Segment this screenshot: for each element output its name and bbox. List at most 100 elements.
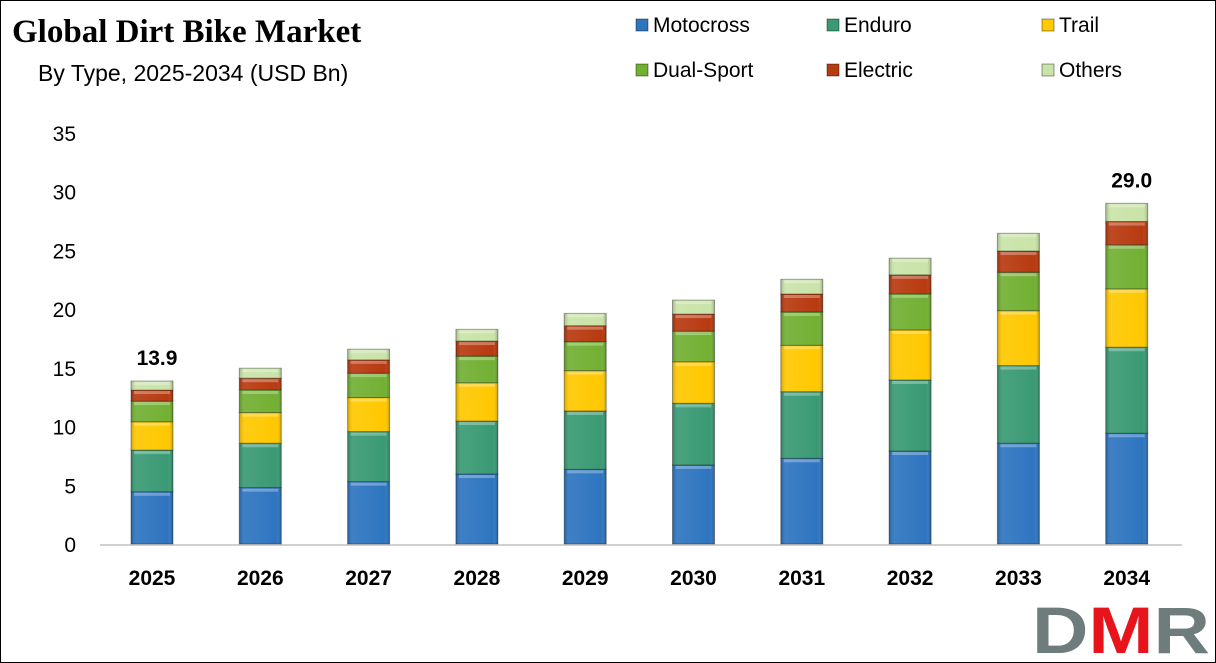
- bar-segment-shading: [889, 450, 932, 544]
- bar-stack-2025: [130, 380, 174, 545]
- x-tick-label: 2026: [237, 567, 284, 590]
- bar-segment-shading: [239, 378, 282, 390]
- bar-segment-shading: [889, 293, 932, 330]
- bar-segment-shading: [131, 390, 173, 402]
- x-tick-label: 2030: [670, 567, 717, 590]
- bar-segment-shading: [239, 443, 282, 488]
- bar-segment-highlight: [567, 411, 604, 415]
- bar-segment-shading: [997, 310, 1040, 366]
- bar-segment-shading: [1105, 433, 1148, 544]
- legend-label: Trail: [1059, 14, 1099, 37]
- y-tick-label: 0: [64, 534, 76, 557]
- legend-item-others: Others: [1041, 59, 1122, 82]
- y-tick-label: 20: [53, 299, 76, 322]
- bar-segment-shading: [131, 491, 173, 544]
- bar-segment-highlight: [458, 330, 495, 334]
- legend-item-trail: Trail: [1041, 14, 1099, 37]
- bar-segment-shading: [455, 421, 498, 475]
- bar-segment-shading: [889, 274, 932, 294]
- bar-segment-shading: [131, 450, 173, 492]
- bar-segment-highlight: [783, 312, 820, 316]
- x-tick-label: 2034: [1103, 567, 1150, 590]
- bar-segment-shading: [889, 379, 932, 451]
- bar-segment-shading: [672, 300, 715, 315]
- bar-segment-highlight: [134, 422, 170, 426]
- bar-segment-highlight: [892, 294, 929, 298]
- bar-stack-2026: [238, 367, 282, 545]
- legend-swatch: [635, 63, 649, 77]
- bar-segment-highlight: [783, 392, 820, 396]
- bar-segment-highlight: [783, 346, 820, 350]
- bar-stack-2033: [996, 232, 1040, 545]
- bar-segment-highlight: [675, 465, 712, 469]
- bar-segment-shading: [997, 251, 1040, 273]
- bar-segment-shading: [239, 412, 282, 444]
- bar-segment-highlight: [1000, 311, 1037, 315]
- bar-segment-shading: [239, 389, 282, 413]
- y-tick-label: 30: [53, 182, 76, 205]
- bar-segment-highlight: [242, 390, 279, 394]
- bar-segment-highlight: [567, 371, 604, 375]
- x-tick-label: 2029: [562, 567, 609, 590]
- bar-segment-highlight: [892, 275, 929, 279]
- bar-segment-highlight: [242, 413, 279, 417]
- bar-segment-highlight: [675, 404, 712, 408]
- bar-segment-highlight: [1000, 366, 1037, 370]
- bar-segment-shading: [672, 331, 715, 362]
- bar-segment-highlight: [567, 470, 604, 474]
- legend-swatch: [826, 63, 840, 77]
- bar-segment-highlight: [134, 492, 170, 496]
- bar-segment-highlight: [134, 382, 170, 386]
- bar-segment-highlight: [783, 280, 820, 284]
- bar-stack-2028: [455, 328, 499, 545]
- bar-segment-shading: [1105, 244, 1148, 289]
- x-tick-label: 2025: [129, 567, 176, 590]
- legend-swatch: [1041, 18, 1055, 32]
- bar-segment-shading: [780, 311, 823, 346]
- bar-segment-shading: [131, 401, 173, 422]
- bar-stack-2032: [888, 257, 932, 545]
- bar-segment-shading: [889, 258, 932, 275]
- bar-segment-shading: [997, 233, 1040, 252]
- bar-segment-highlight: [458, 357, 495, 361]
- legend-label: Enduro: [844, 14, 912, 37]
- bar-stack-2029: [563, 312, 607, 545]
- y-tick-label: 25: [53, 240, 76, 263]
- bar-segment-shading: [564, 325, 607, 342]
- y-tick-label: 5: [64, 475, 76, 498]
- bar-segment-highlight: [458, 383, 495, 387]
- bar-segment-highlight: [350, 374, 387, 378]
- bar-segment-highlight: [1108, 289, 1145, 293]
- bar-segment-highlight: [134, 451, 170, 455]
- bar-segment-shading: [239, 368, 282, 379]
- bar-segment-highlight: [892, 380, 929, 384]
- chart-title: Global Dirt Bike Market: [12, 14, 362, 50]
- bar-segment-highlight: [1108, 434, 1145, 438]
- bar-segment-shading: [672, 464, 715, 544]
- bar-segment-shading: [889, 329, 932, 380]
- chart-subtitle: By Type, 2025-2034 (USD Bn): [38, 60, 349, 86]
- bar-stack-2030: [672, 299, 715, 545]
- bar-segment-highlight: [675, 315, 712, 319]
- bar-segment-highlight: [783, 294, 820, 298]
- bar-segment-highlight: [1000, 273, 1037, 277]
- bar-segment-shading: [997, 443, 1040, 544]
- bar-segment-highlight: [675, 332, 712, 336]
- bar-segment-shading: [347, 397, 390, 432]
- bar-segment-shading: [1105, 288, 1148, 348]
- legend-swatch: [1041, 63, 1055, 77]
- legend-label: Motocross: [653, 14, 750, 37]
- bar-segment-shading: [455, 329, 498, 342]
- bar-segment-shading: [564, 313, 607, 326]
- bar-segment-shading: [564, 410, 607, 470]
- bar-segment-shading: [564, 341, 607, 371]
- bar-segment-shading: [564, 469, 607, 544]
- bar-stack-2031: [780, 278, 824, 545]
- bar-segment-shading: [564, 370, 607, 411]
- legend-item-dual-sport: Dual-Sport: [635, 59, 754, 82]
- bar-segment-highlight: [892, 259, 929, 263]
- bar-segment-highlight: [350, 482, 387, 486]
- legend-swatch: [635, 18, 649, 32]
- bar-segment-highlight: [350, 360, 387, 364]
